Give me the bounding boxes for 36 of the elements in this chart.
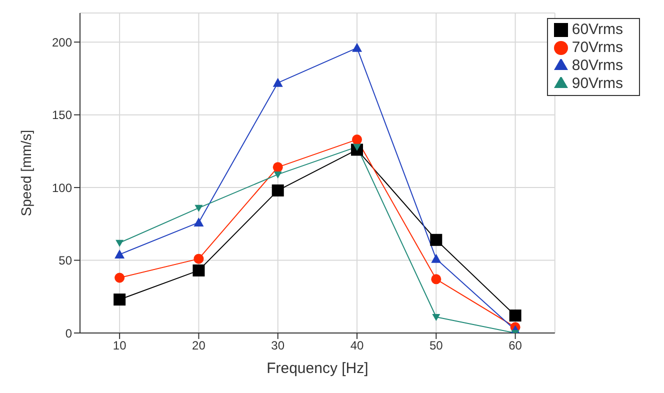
legend-label: 60Vrms xyxy=(572,21,623,38)
legend-label: 90Vrms xyxy=(572,75,623,92)
y-tick-label: 100 xyxy=(52,180,72,195)
y-tick-label: 0 xyxy=(65,326,72,340)
point xyxy=(432,314,440,321)
x-tick-label: 30 xyxy=(271,338,285,353)
point xyxy=(274,171,282,178)
point xyxy=(194,254,204,264)
point xyxy=(272,184,284,196)
point xyxy=(194,217,204,226)
point xyxy=(116,240,124,247)
point xyxy=(431,254,442,263)
x-tick-label: 20 xyxy=(192,338,206,353)
point xyxy=(509,310,522,322)
point xyxy=(192,264,205,276)
legend-label: 70Vrms xyxy=(572,39,623,56)
point xyxy=(272,78,283,87)
y-axis-title: Speed [mm/s] xyxy=(18,130,34,216)
point xyxy=(430,234,442,246)
point xyxy=(194,204,203,212)
point xyxy=(352,42,362,52)
point xyxy=(114,294,126,306)
y-tick-label: 200 xyxy=(52,35,72,50)
point xyxy=(431,274,442,284)
point xyxy=(352,134,362,145)
legend-label: 80Vrms xyxy=(572,57,623,74)
x-tick-label: 10 xyxy=(112,338,127,353)
x-tick-label: 40 xyxy=(350,338,364,353)
point xyxy=(114,249,125,258)
x-tick-label: 50 xyxy=(429,338,444,353)
y-tick-label: 150 xyxy=(52,108,72,122)
x-tick-label: 60 xyxy=(508,338,522,353)
point xyxy=(272,162,283,172)
y-tick-label: 50 xyxy=(58,254,72,268)
x-axis-title: Frequency [Hz] xyxy=(266,360,368,377)
point xyxy=(114,272,125,283)
